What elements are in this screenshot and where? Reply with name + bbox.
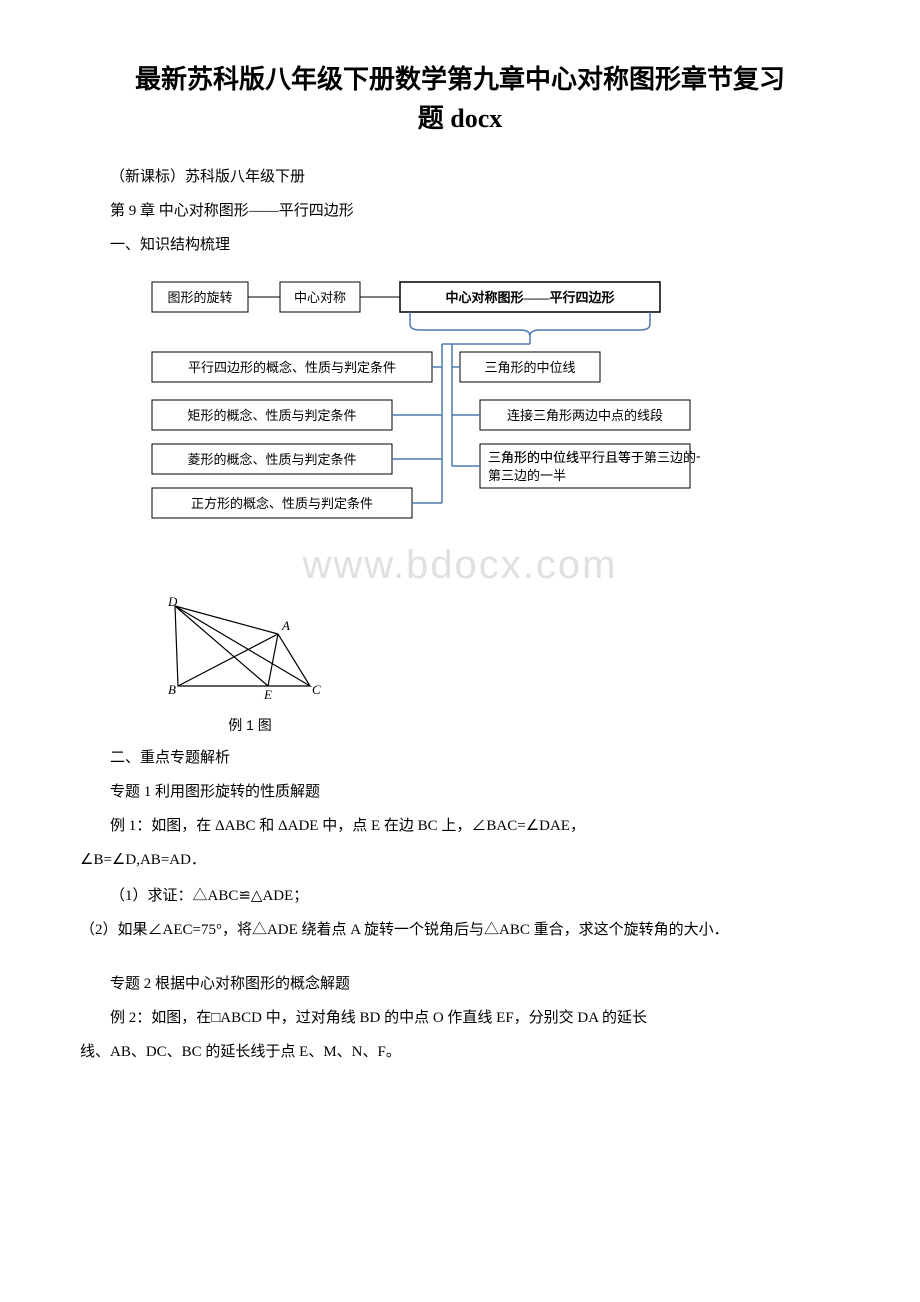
diagram-box-midline: 三角形的中位线 (484, 360, 575, 375)
vertex-a: A (281, 618, 290, 633)
example-1-line-4: （2）如果∠AEC=75°，将△ADE 绕着点 A 旋转一个锐角后与△ABC 重… (80, 915, 840, 945)
diagram-box-parallelogram: 平行四边形的概念、性质与判定条件 (188, 360, 396, 375)
vertex-d: D (167, 594, 178, 609)
topic-1-heading: 专题 1 利用图形旋转的性质解题 (80, 777, 840, 807)
diagram-box-square: 正方形的概念、性质与判定条件 (191, 496, 373, 511)
concept-diagram: 图形的旋转 中心对称 中心对称图形——平行四边形 平行四边形的概念、性质与判定条… (140, 272, 700, 537)
example-1-figure: D A B E C (160, 594, 840, 709)
section-2-heading: 二、重点专题解析 (80, 743, 840, 773)
vertex-c: C (312, 682, 321, 697)
diagram-box-symmetry: 中心对称 (294, 290, 346, 305)
example-2-line-2: 线、AB、DC、BC 的延长线于点 E、M、N、F。 (80, 1037, 840, 1067)
diagram-box-main: 中心对称图形——平行四边形 (445, 290, 614, 305)
watermark-text: www.bdocx.com (80, 543, 840, 588)
section-1-heading: 一、知识结构梳理 (80, 230, 840, 260)
example-1-line-2: ∠B=∠D,AB=AD． (80, 845, 840, 875)
diagram-box-midpoint-segment: 连接三角形两边中点的线段 (507, 408, 663, 423)
title-line-2: 题 docx (418, 104, 503, 133)
topic-2-heading: 专题 2 根据中心对称图形的概念解题 (80, 969, 840, 999)
svg-text:第三边的一半: 第三边的一半 (488, 468, 566, 483)
document-title: 最新苏科版八年级下册数学第九章中心对称图形章节复习 题 docx (80, 60, 840, 138)
diagram-box-rotation: 图形的旋转 (167, 290, 232, 305)
diagram-box-rectangle: 矩形的概念、性质与判定条件 (187, 408, 356, 423)
vertex-b: B (168, 682, 176, 697)
example-2-line-1: 例 2：如图，在□ABCD 中，过对角线 BD 的中点 O 作直线 EF，分别交… (80, 1003, 840, 1033)
example-1-line-3: （1）求证：△ABC≌△ADE； (80, 881, 840, 911)
figure-1-caption: 例 1 图 (160, 715, 340, 735)
title-line-1: 最新苏科版八年级下册数学第九章中心对称图形章节复习 (135, 65, 785, 94)
svg-text:三角形的中位线平行且等于: 三角形的中位线平行且等于 (488, 450, 644, 465)
example-1-line-1: 例 1：如图，在 ΔABC 和 ΔADE 中，点 E 在边 BC 上，∠BAC=… (80, 811, 840, 841)
diagram-box-rhombus: 菱形的概念、性质与判定条件 (187, 452, 356, 467)
vertex-e: E (263, 687, 272, 702)
subtitle-1: （新课标）苏科版八年级下册 (80, 162, 840, 192)
subtitle-2: 第 9 章 中心对称图形——平行四边形 (80, 196, 840, 226)
